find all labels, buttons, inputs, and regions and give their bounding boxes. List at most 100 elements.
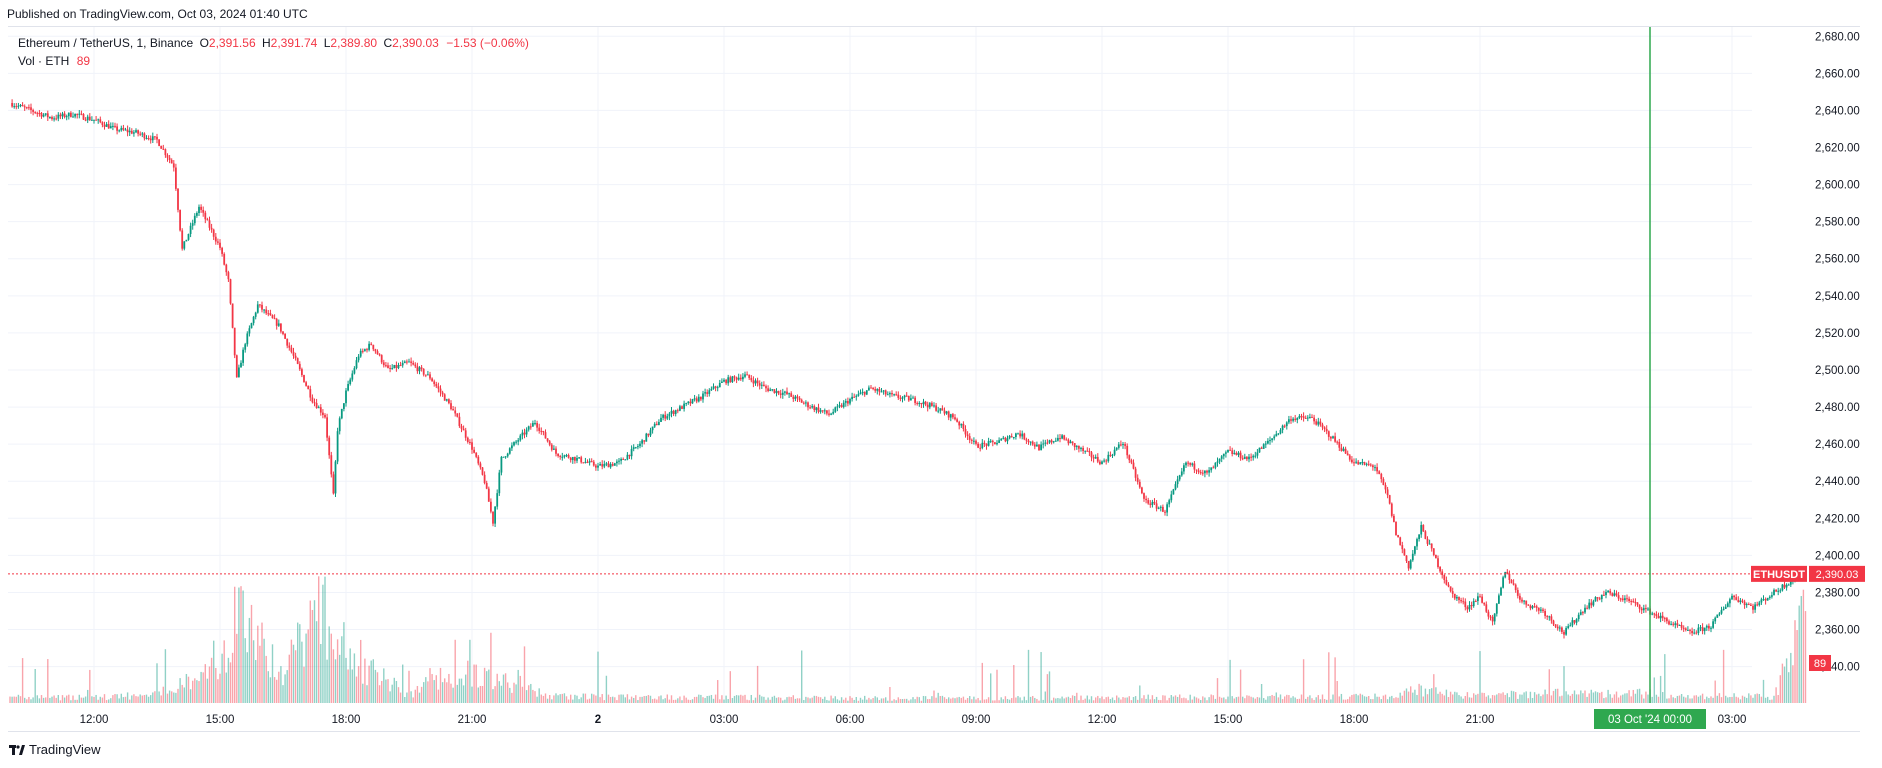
- volume-bar: [1498, 693, 1500, 703]
- candle-body: [872, 388, 874, 390]
- volume-bar: [1699, 695, 1702, 703]
- volume-bar: [72, 695, 74, 703]
- candle-body: [1428, 543, 1431, 545]
- footer-brand[interactable]: TradingView: [9, 741, 101, 761]
- volume-bar: [297, 622, 299, 703]
- volume-bar: [483, 667, 486, 703]
- volume-bar: [637, 700, 639, 703]
- candle-body: [210, 227, 213, 230]
- volume-bar: [885, 697, 887, 703]
- volume-bar: [916, 696, 918, 703]
- candle-body: [59, 114, 62, 117]
- candle-body: [334, 461, 337, 494]
- candle-body: [586, 461, 589, 463]
- volume-bar: [1573, 690, 1576, 703]
- candle-body: [641, 440, 643, 444]
- candle-body: [1015, 433, 1017, 438]
- volume-bar: [1015, 697, 1017, 703]
- volume-bar: [1305, 698, 1307, 703]
- volume-bar: [971, 699, 973, 703]
- candle-body: [826, 410, 828, 414]
- volume-bar: [1212, 695, 1214, 703]
- volume-bar: [1428, 689, 1431, 703]
- candle-body: [82, 114, 85, 120]
- volume-bar: [288, 654, 290, 703]
- candle-body: [485, 482, 488, 489]
- candle-body: [611, 464, 614, 466]
- candle-body: [1113, 449, 1116, 455]
- candle-body: [1424, 531, 1427, 539]
- volume-bar: [712, 698, 715, 703]
- candle-body: [477, 456, 480, 464]
- volume-bar: [559, 694, 561, 703]
- volume-bar: [861, 699, 864, 703]
- candle-body: [607, 463, 610, 468]
- candle-body: [637, 446, 639, 448]
- volume-bar: [1118, 697, 1120, 703]
- volume-bar: [76, 699, 78, 703]
- candle-body: [275, 318, 278, 326]
- crosshair-time-tag-label: 03 Oct '24 00:00: [1608, 714, 1692, 726]
- volume-bar: [1626, 693, 1628, 703]
- candle-body: [765, 386, 767, 389]
- volume-bar: [1439, 691, 1441, 703]
- volume-bar: [1746, 697, 1748, 703]
- time-axis-label: 21:00: [458, 714, 487, 726]
- volume-bar: [731, 698, 734, 703]
- volume-bar: [196, 680, 198, 703]
- volume-bar: [84, 696, 87, 703]
- volume-bar: [1239, 669, 1242, 703]
- volume-bar: [1500, 693, 1502, 703]
- candle-body: [286, 338, 289, 346]
- volume-bar: [1647, 694, 1649, 703]
- volume-bar: [496, 673, 498, 703]
- candle-body: [907, 396, 910, 401]
- volume-bar: [1221, 697, 1223, 703]
- volume-bar: [276, 679, 278, 703]
- candle-body: [353, 368, 356, 374]
- volume-bar: [643, 696, 645, 703]
- volume-bar: [937, 692, 939, 703]
- candle-body: [1752, 605, 1754, 610]
- volume-bar: [927, 699, 929, 703]
- candle-body: [565, 455, 568, 457]
- candle-body: [1474, 601, 1477, 603]
- candle-body: [977, 443, 979, 448]
- volume-bar: [166, 693, 169, 703]
- candle-body: [1170, 494, 1173, 501]
- candle-body: [149, 138, 152, 141]
- candle-body: [154, 136, 156, 138]
- candle-body: [1437, 558, 1439, 567]
- chart-frame[interactable]: [8, 26, 1860, 732]
- volume-bar: [1340, 693, 1343, 703]
- volume-bar: [1722, 649, 1725, 703]
- candle-body: [418, 367, 421, 372]
- volume-bar: [1252, 697, 1254, 703]
- candle-body: [548, 441, 551, 445]
- volume-bar: [1424, 688, 1427, 703]
- volume-bar: [790, 697, 792, 703]
- legend-volume-row: Vol · ETH 89: [18, 52, 529, 70]
- legend-symbol[interactable]: Ethereum / TetherUS, 1, Binance: [18, 36, 194, 50]
- volume-bar: [460, 678, 463, 703]
- volume-bar: [1000, 697, 1002, 703]
- volume-bar: [1279, 694, 1282, 703]
- candle-body: [1061, 435, 1063, 439]
- volume-bar: [57, 694, 59, 703]
- volume-bar: [1103, 699, 1105, 703]
- volume-bar: [817, 696, 820, 703]
- volume-bar: [525, 690, 528, 703]
- candle-body: [811, 406, 814, 408]
- candle-body: [1603, 594, 1605, 596]
- candle-body: [1729, 599, 1731, 604]
- volume-bar: [435, 675, 437, 703]
- volume-bar: [1410, 686, 1412, 703]
- candle-body: [1088, 450, 1091, 453]
- candle-body: [1447, 584, 1450, 587]
- candle-body: [330, 455, 333, 475]
- candle-body: [101, 122, 104, 125]
- legend-volume-label[interactable]: Vol · ETH: [18, 54, 70, 68]
- volume-bar: [284, 674, 286, 703]
- volume-bar: [536, 696, 538, 703]
